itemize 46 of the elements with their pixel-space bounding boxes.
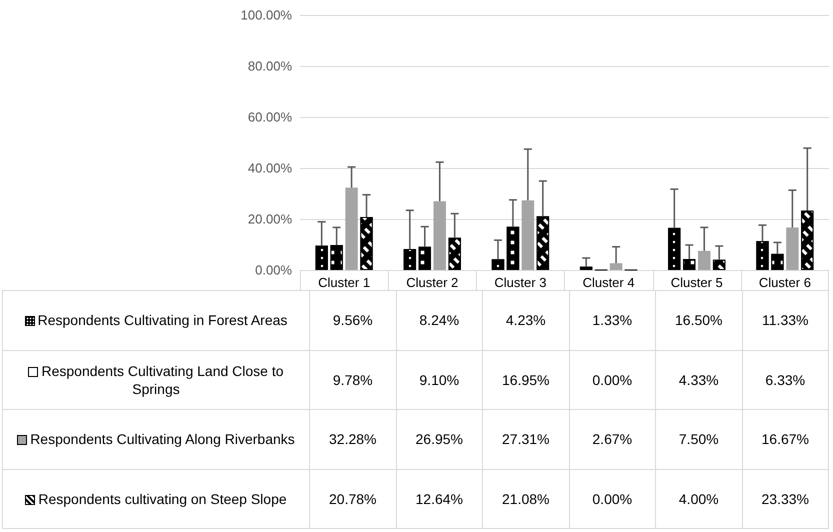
data-label: 2.67%	[569, 410, 656, 469]
x-tick-label: Cluster 6	[758, 275, 811, 290]
y-tick-label: 80.00%	[248, 58, 292, 74]
data-label: 27.31%	[482, 410, 569, 469]
bar	[522, 200, 534, 270]
bar	[345, 188, 358, 270]
data-label: 6.33%	[742, 350, 828, 410]
data-label: 20.78%	[310, 469, 396, 528]
y-tick-label: 0.00%	[255, 262, 292, 278]
y-tick-label: 60.00%	[248, 110, 292, 124]
legend-label: Respondents cultivating on Steep Slope	[38, 490, 287, 507]
data-label: 21.08%	[482, 469, 569, 528]
y-tick-label: 100.00%	[240, 8, 292, 22]
data-label: 7.50%	[656, 410, 742, 469]
legend-label: Respondents Cultivating Along Riverbanks	[30, 431, 295, 448]
x-tick-label: Cluster 5	[670, 275, 723, 290]
x-tick-label: Cluster 3	[494, 275, 546, 290]
data-label: 8.24%	[396, 290, 482, 350]
data-label: 26.95%	[396, 410, 482, 469]
data-label: 9.56%	[310, 290, 396, 350]
data-label: 4.23%	[482, 290, 569, 350]
y-tick-label: 20.00%	[248, 212, 292, 226]
y-tick-label: 40.00%	[248, 160, 292, 176]
data-label: 32.28%	[310, 410, 396, 469]
bar	[786, 227, 799, 270]
bar	[698, 250, 710, 270]
bar	[433, 201, 446, 270]
data-label: 0.00%	[569, 350, 656, 410]
data-label: 23.33%	[742, 469, 828, 528]
data-label: 16.50%	[656, 290, 742, 350]
data-label: 0.00%	[569, 469, 656, 528]
legend-label: Respondents Cultivating Land Close to Springs	[41, 362, 284, 397]
x-tick-label: Cluster 1	[318, 275, 370, 290]
data-label: 4.00%	[656, 469, 742, 528]
legend-label: Respondents Cultivating in Forest Areas	[38, 312, 288, 328]
data-label: 9.10%	[396, 350, 482, 410]
data-label: 16.95%	[482, 350, 569, 410]
data-label: 4.33%	[656, 350, 742, 410]
data-label: 1.33%	[569, 290, 656, 350]
x-tick-label: Cluster 4	[582, 275, 635, 290]
data-label: 12.64%	[396, 469, 482, 528]
x-tick-label: Cluster 2	[406, 275, 458, 290]
data-label: 16.67%	[742, 410, 828, 469]
data-label: 11.33%	[742, 290, 828, 350]
data-label: 9.78%	[310, 350, 396, 410]
bar	[610, 263, 622, 270]
